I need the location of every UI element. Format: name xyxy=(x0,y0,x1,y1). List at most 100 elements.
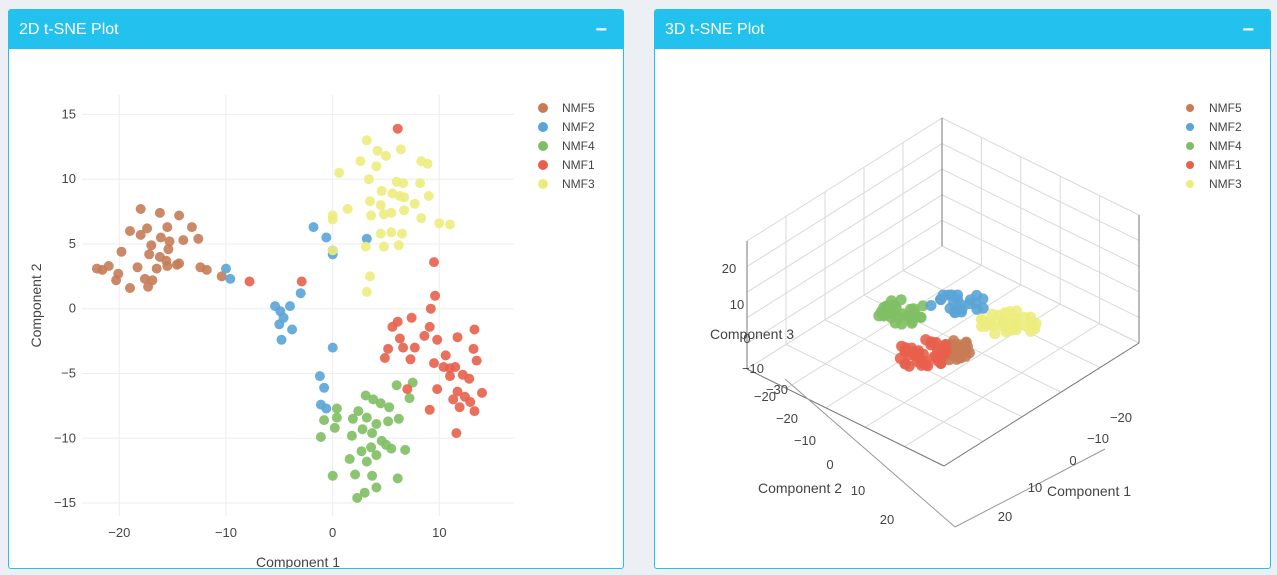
data-point xyxy=(274,319,285,330)
data-point xyxy=(392,123,403,134)
data-point xyxy=(375,200,386,211)
legend-item-nmf1[interactable]: NMF1 xyxy=(538,158,595,172)
data-point xyxy=(366,442,377,453)
scatter-points-2d xyxy=(91,123,487,503)
series-nmf5 xyxy=(91,204,227,293)
data-point xyxy=(155,232,166,243)
legend-item-nmf5[interactable]: NMF5 xyxy=(538,101,595,115)
z-tick-label-3d: 10 xyxy=(730,297,744,312)
legend-item-nmf2[interactable]: NMF2 xyxy=(538,120,595,134)
data-point xyxy=(422,158,433,169)
data-point xyxy=(429,358,439,369)
data-point xyxy=(327,470,338,481)
data-point xyxy=(216,271,227,282)
data-point xyxy=(193,233,204,244)
data-point xyxy=(397,228,407,239)
data-point xyxy=(452,332,463,343)
data-point xyxy=(384,402,395,413)
y-tick-label: −10 xyxy=(54,430,76,445)
data-point xyxy=(386,443,397,454)
y-tick-label: 10 xyxy=(62,171,76,186)
x-tick-label-3d: −10 xyxy=(1087,431,1109,446)
data-point xyxy=(432,334,443,345)
legend-label: NMF1 xyxy=(562,158,595,172)
data-point xyxy=(429,257,439,268)
legend-item-3d-nmf2[interactable]: NMF2 xyxy=(1186,120,1242,134)
data-point xyxy=(393,240,404,251)
y-tick-label: −5 xyxy=(61,366,76,381)
data-point xyxy=(387,321,398,332)
legend-item-nmf4[interactable]: NMF4 xyxy=(538,139,595,153)
x-tick-label: 10 xyxy=(432,525,446,540)
data-point xyxy=(321,232,332,243)
z-tick-label-3d: 0 xyxy=(743,331,750,346)
scatter-points-3d xyxy=(873,289,1042,372)
data-point xyxy=(452,386,463,397)
data-point-3d xyxy=(939,348,950,360)
data-point xyxy=(440,350,451,361)
data-point xyxy=(162,222,173,233)
data-point xyxy=(425,303,436,314)
data-point xyxy=(415,178,426,189)
data-point xyxy=(186,222,197,233)
legend-marker xyxy=(1186,142,1194,150)
data-point-3d xyxy=(913,345,924,357)
series-nmf4 xyxy=(315,377,418,503)
panel-3d-collapse-button[interactable]: − xyxy=(1242,18,1254,41)
data-point-3d xyxy=(925,300,937,311)
legend-label: NMF5 xyxy=(562,101,595,115)
grid-line-3d xyxy=(746,143,943,268)
data-point-3d xyxy=(908,303,920,315)
legend-marker xyxy=(1186,104,1194,112)
data-point xyxy=(365,196,375,207)
legend-item-3d-nmf1[interactable]: NMF1 xyxy=(1186,158,1242,172)
legend-item-3d-nmf3[interactable]: NMF3 xyxy=(1186,177,1242,191)
axis-edge-3d xyxy=(943,342,1140,467)
grid-line-3d xyxy=(746,168,943,293)
y-tick-label-3d: −10 xyxy=(794,433,816,448)
data-point xyxy=(225,273,236,284)
chart-3d-svg[interactable]: −20−1001020−30−20−1001020−20−1001020Comp… xyxy=(655,49,1270,568)
data-point xyxy=(416,213,427,224)
data-point xyxy=(350,469,361,480)
data-point xyxy=(430,290,441,301)
y-tick-label: 15 xyxy=(62,106,76,121)
data-point-3d xyxy=(903,360,915,372)
data-point xyxy=(125,283,135,293)
data-point-3d xyxy=(1004,306,1016,317)
data-point xyxy=(371,161,382,172)
data-point xyxy=(469,406,480,417)
axes-3d xyxy=(746,117,1140,528)
data-point xyxy=(344,454,355,464)
panel-2d-collapse-button[interactable]: − xyxy=(595,18,607,41)
axis-edge-3d xyxy=(746,368,945,467)
data-point-3d xyxy=(984,317,996,329)
grid-line-3d xyxy=(941,117,1140,216)
series-3d-nmf3 xyxy=(975,305,1042,340)
y-axis-title-3d: Component 2 xyxy=(758,480,842,496)
data-point xyxy=(386,207,397,218)
data-point-3d xyxy=(893,312,905,324)
axis-edge-3d xyxy=(784,378,956,528)
legend-item-3d-nmf5[interactable]: NMF5 xyxy=(1186,101,1242,115)
panel-3d-title: 3D t-SNE Plot xyxy=(665,20,765,38)
data-point xyxy=(342,204,353,214)
legend-item-3d-nmf4[interactable]: NMF4 xyxy=(1186,139,1242,153)
data-point xyxy=(454,402,465,413)
data-point xyxy=(285,301,295,312)
data-point xyxy=(361,286,372,297)
legend-2d: NMF5 NMF2 NMF4 NMF1 NMF3 xyxy=(538,101,595,191)
chart-2d-svg[interactable]: −20 −10 0 10 −15 −10 −5 0 5 10 15 Component 1 Compon… xyxy=(9,49,623,568)
panel-3d-header: 3D t-SNE Plot − xyxy=(655,10,1270,49)
data-point xyxy=(308,222,319,233)
data-point xyxy=(392,473,403,484)
data-point-3d xyxy=(975,313,987,325)
series-nmf1 xyxy=(244,123,487,439)
legend-item-nmf3[interactable]: NMF3 xyxy=(538,177,595,191)
data-point xyxy=(178,235,189,246)
data-point xyxy=(201,264,212,275)
data-point xyxy=(361,233,372,244)
data-point xyxy=(450,362,461,372)
data-point xyxy=(314,371,325,382)
data-point xyxy=(383,343,394,354)
